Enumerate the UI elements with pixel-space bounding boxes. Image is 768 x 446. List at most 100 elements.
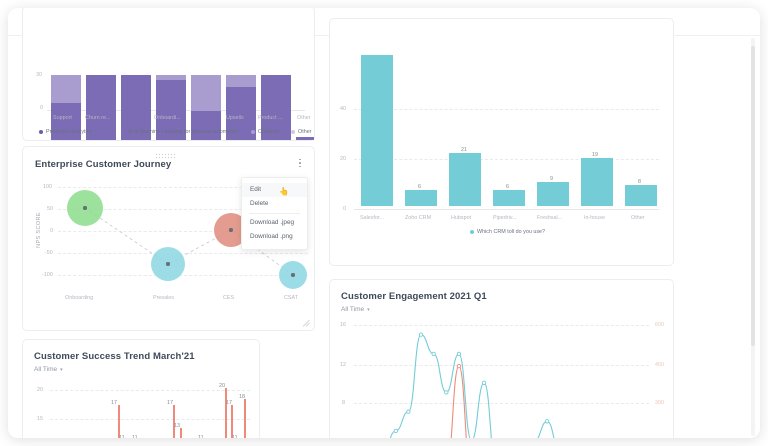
- ytick-left-12: 12: [340, 362, 346, 368]
- bar-inhouse[interactable]: [581, 158, 613, 206]
- axis-label-nps-score: NPS SCORE: [35, 212, 42, 248]
- card-context-menu: Edit Delete Download .jpeg Download .png: [241, 177, 308, 250]
- scrollbar-thumb[interactable]: [751, 46, 755, 346]
- trend-bar[interactable]: [225, 388, 228, 438]
- barvalue-other: 8: [638, 179, 641, 185]
- xtick-pipedrive: Pipedriv...: [493, 215, 517, 221]
- mouse-cursor-icon: 👆: [279, 187, 289, 196]
- bar-salesforce[interactable]: [361, 55, 393, 206]
- legend-label-chatbots: Chatbots: [258, 129, 280, 135]
- ytick-15: 15: [37, 416, 43, 422]
- card-analytics-stacked-bar: 30 0: [22, 8, 315, 141]
- drag-handle-icon[interactable]: [155, 153, 177, 159]
- xtick-csat: CSAT: [284, 295, 298, 301]
- stacked-bar-5: [191, 37, 221, 140]
- menu-item-edit[interactable]: Edit: [242, 183, 307, 197]
- browser-window: 30 0: [8, 8, 760, 438]
- filter-all-time-trend[interactable]: All Time ▾: [34, 366, 63, 373]
- engagement-line-chart: [389, 332, 555, 438]
- xtick-zoho: Zoho CRM: [405, 215, 432, 221]
- bar-hubspot[interactable]: [449, 153, 481, 206]
- ytick-left-8: 8: [342, 400, 345, 406]
- bubble-onboarding[interactable]: [67, 190, 103, 226]
- xtick-presales: Presales: [153, 295, 174, 301]
- legend-dot-predictive: [39, 130, 43, 134]
- legend-dot-chatbots: [251, 130, 255, 134]
- legend-item-predictive-analytics[interactable]: Predictive analytics: [39, 129, 92, 135]
- trend-bar-label: 11: [198, 435, 204, 438]
- legend-label-other: Other: [298, 129, 312, 135]
- menu-item-delete[interactable]: Delete: [250, 200, 269, 207]
- xtick-hubspot: Hubspot: [451, 215, 472, 221]
- bar-freshsales[interactable]: [537, 182, 569, 206]
- legend-item-chatbots[interactable]: Chatbots: [251, 129, 280, 135]
- dashboard-canvas: 30 0: [8, 8, 760, 438]
- bar-pipedrive[interactable]: [493, 190, 525, 206]
- ytick-40: 40: [340, 106, 346, 112]
- legend-item-other[interactable]: Other: [291, 129, 311, 135]
- trend-bar-label: 18: [239, 394, 245, 400]
- ytick-30: 30: [36, 72, 42, 78]
- filter-all-time-engagement[interactable]: All Time ▾: [341, 306, 370, 313]
- menu-item-download-png[interactable]: Download .png: [250, 233, 293, 240]
- menu-item-download-jpeg[interactable]: Download .jpeg: [250, 219, 295, 226]
- ytick-left-16: 16: [340, 322, 346, 328]
- trend-bar[interactable]: [231, 405, 234, 438]
- bubble-presales[interactable]: [151, 247, 185, 281]
- barvalue-inhouse: 19: [592, 152, 598, 158]
- stacked-bar-churn: [86, 37, 116, 140]
- trend-bar-label: 11: [132, 435, 138, 438]
- card-enterprise-customer-journey: Enterprise Customer Journey NPS SCORE 10…: [22, 146, 315, 331]
- xtick-other: Other: [297, 115, 311, 121]
- ytick-0: 0: [343, 206, 346, 212]
- legend-label-crm: Which CRM toll do you use?: [477, 229, 546, 235]
- barvalue-freshsales: 9: [550, 176, 553, 182]
- stacked-bar-3: [121, 37, 151, 140]
- xtick-product: Product ...: [258, 115, 283, 121]
- card-title-trend: Customer Success Trend March'21: [34, 351, 195, 362]
- card-resize-handle[interactable]: [303, 319, 311, 327]
- xtick-churn: Churn re...: [85, 115, 111, 121]
- ytick-20: 20: [37, 387, 43, 393]
- stacked-bar-support: [51, 37, 81, 140]
- legend-dot-other: [291, 130, 295, 134]
- card-title-journey: Enterprise Customer Journey: [35, 159, 172, 170]
- bubble-csat[interactable]: [279, 261, 307, 289]
- xtick-onboarding: Onboarding: [65, 295, 94, 301]
- ytick-20: 20: [340, 156, 346, 162]
- card-menu-button[interactable]: [295, 156, 305, 170]
- card-customer-success-trend: Customer Success Trend March'21 All Time…: [22, 339, 260, 438]
- xtick-ces: CES: [223, 295, 235, 301]
- card-title-engagement: Customer Engagement 2021 Q1: [341, 291, 487, 302]
- ytick-right-300: 300: [655, 400, 664, 406]
- xtick-salesforce: Salesfor...: [360, 215, 384, 221]
- filter-label-trend: All Time: [34, 366, 58, 373]
- trend-bar[interactable]: [173, 405, 176, 438]
- barvalue-pipedrive: 6: [506, 184, 509, 190]
- trend-bar-label: 20: [219, 383, 225, 389]
- ytick-0: 0: [40, 105, 43, 111]
- xtick-upsells: Upsells: [226, 115, 244, 121]
- xtick-other: Other: [631, 215, 645, 221]
- chevron-down-icon: ▾: [367, 306, 370, 313]
- trend-bar[interactable]: [244, 399, 247, 438]
- xtick-inhouse: In-house: [584, 215, 605, 221]
- trend-bar[interactable]: [118, 405, 121, 438]
- trend-bar[interactable]: [180, 428, 183, 438]
- trend-bar-label: 11: [232, 435, 238, 438]
- stacked-bar-product: [261, 37, 291, 140]
- stacked-bar-onboarding: [156, 37, 186, 140]
- legend-label-ai-ml: AI & Machine Learning for process automa…: [128, 129, 239, 135]
- trend-bar-label: 11: [119, 435, 125, 438]
- trend-bar-label: 17: [226, 400, 232, 406]
- ytick-n50: -50: [45, 250, 53, 256]
- ytick-right-450: 450: [655, 362, 664, 368]
- legend-label-predictive: Predictive analytics: [46, 129, 93, 135]
- chevron-down-icon: ▾: [60, 366, 63, 373]
- bar-zoho[interactable]: [405, 190, 437, 206]
- legend-item-crm[interactable]: Which CRM toll do you use?: [470, 229, 545, 235]
- menu-separator: [249, 213, 300, 214]
- bar-other[interactable]: [625, 185, 657, 206]
- legend-item-ai-ml[interactable]: AI & Machine Learning for process automa…: [121, 129, 239, 135]
- ytick-50: 50: [47, 206, 53, 212]
